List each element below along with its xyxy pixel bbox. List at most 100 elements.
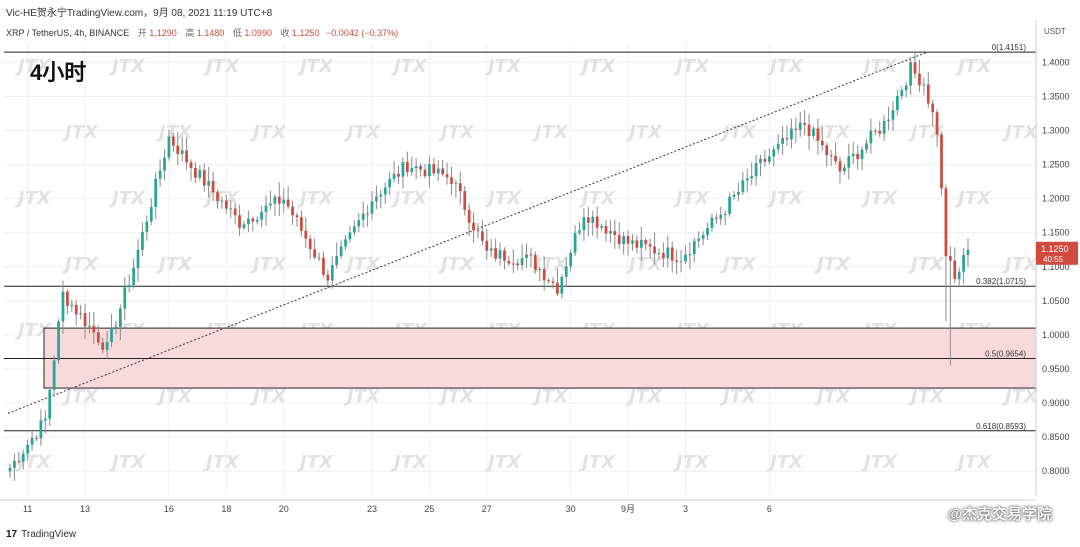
candle-body — [35, 437, 38, 439]
candle-body — [829, 155, 833, 157]
candle-body — [330, 265, 334, 281]
watermark-text: JTX — [908, 254, 945, 275]
price-tick: 0.9500 — [1042, 364, 1070, 374]
watermark-text: JTX — [861, 452, 898, 473]
candle-body — [838, 161, 842, 172]
candle-body — [352, 226, 356, 233]
candle-body — [767, 156, 771, 162]
candle-body — [569, 252, 573, 267]
watermark-text: JTX — [391, 56, 428, 77]
candle-body — [684, 254, 687, 262]
time-tick: 27 — [482, 504, 492, 514]
price-axis[interactable]: USDT 1.4000 1.3500 1.3000 1.2500 1.2000 1.1500… — [1035, 20, 1078, 495]
watermark-text: JTX — [203, 452, 240, 473]
tradingview-logo[interactable]: 17 TradingView — [6, 529, 76, 540]
candle-body — [847, 156, 851, 168]
high-value: 1.1480 — [196, 28, 225, 38]
candle-body — [944, 188, 948, 257]
candle-body — [74, 304, 78, 315]
currency-label: USDT — [1044, 27, 1066, 36]
candle-body — [96, 332, 100, 343]
time-tick: 20 — [279, 504, 289, 514]
candle-body — [851, 153, 855, 157]
candle-body — [39, 420, 43, 439]
candle-body — [286, 199, 290, 207]
candle-body — [202, 170, 206, 186]
watermark-text: JTX — [908, 122, 945, 143]
candle-body — [728, 196, 731, 214]
candle-body — [313, 249, 316, 258]
candle-body — [542, 269, 546, 281]
candle-body — [807, 124, 811, 137]
watermark-text: JTX — [297, 56, 334, 77]
candle-body — [489, 248, 493, 251]
watermark-text: JTX — [673, 452, 710, 473]
price-tick: 1.2000 — [1042, 194, 1070, 204]
time-axis[interactable]: 11 13 16 18 20 23 25 27 30 9月 3 6 — [0, 499, 1036, 514]
candle-body — [741, 180, 745, 192]
price-tick: 0.8000 — [1042, 466, 1070, 476]
candle-body — [595, 216, 599, 228]
candle-body — [247, 218, 250, 225]
candle-body — [83, 313, 87, 327]
candle-body — [123, 287, 127, 309]
candle-body — [701, 235, 705, 239]
watermark-text: JTX — [156, 122, 193, 143]
watermark-text: JTX — [250, 254, 287, 275]
candle-body — [586, 217, 590, 223]
candle-body — [776, 143, 780, 150]
candle-body — [472, 222, 475, 231]
price-tick: 1.3500 — [1042, 91, 1070, 101]
candle-body — [335, 255, 339, 266]
candle-body — [463, 191, 467, 210]
candle-body — [176, 145, 180, 154]
candle-body — [600, 226, 603, 228]
watermark-text: JTX — [485, 56, 522, 77]
candle-body — [706, 227, 709, 236]
candle-body — [171, 136, 175, 146]
watermark-text: JTX — [908, 386, 945, 407]
candle-body — [895, 96, 899, 111]
candle-body — [578, 230, 581, 233]
watermark-text: JTX — [15, 56, 52, 77]
watermark-text: JTX — [391, 188, 428, 209]
candle-body — [719, 214, 723, 219]
candle-body — [812, 128, 815, 137]
candle-body — [763, 158, 767, 162]
candle-body — [127, 285, 131, 288]
candle-body — [26, 444, 30, 454]
candle-body — [414, 166, 418, 169]
watermark-text: JTX — [814, 254, 851, 275]
watermark-text: JTX — [297, 188, 334, 209]
candle-body — [688, 254, 692, 256]
candle-body — [873, 130, 877, 132]
watermark-text: JTX — [156, 386, 193, 407]
change-value: −0.0042 (−0.37%) — [326, 28, 399, 38]
watermark-text: JTX — [814, 122, 851, 143]
candle-body — [269, 203, 272, 206]
candle-body — [679, 261, 683, 263]
candle-body — [17, 460, 21, 462]
watermark-text: JTX — [438, 122, 475, 143]
watermark-text: JTX — [485, 188, 522, 209]
candle-body — [43, 418, 47, 421]
candle-body — [511, 263, 515, 265]
candle-body — [211, 180, 215, 193]
close-value: 1.1250 — [292, 28, 320, 38]
candle-body — [759, 158, 762, 164]
symbol-name[interactable]: XRP / TetherUS, 4h, BINANCE — [6, 28, 130, 38]
candle-body — [940, 134, 943, 189]
candle-body — [264, 205, 268, 212]
candle-body — [145, 221, 149, 232]
candle-body — [745, 178, 749, 181]
candle-body — [582, 217, 586, 231]
candle-body — [790, 128, 793, 140]
candle-body — [242, 224, 246, 228]
candle-body — [626, 236, 630, 244]
candle-body — [662, 253, 665, 259]
watermark-text: JTX — [344, 122, 381, 143]
candle-body — [520, 258, 524, 266]
watermark-text: JTX — [109, 452, 146, 473]
watermark-text: JTX — [532, 254, 569, 275]
